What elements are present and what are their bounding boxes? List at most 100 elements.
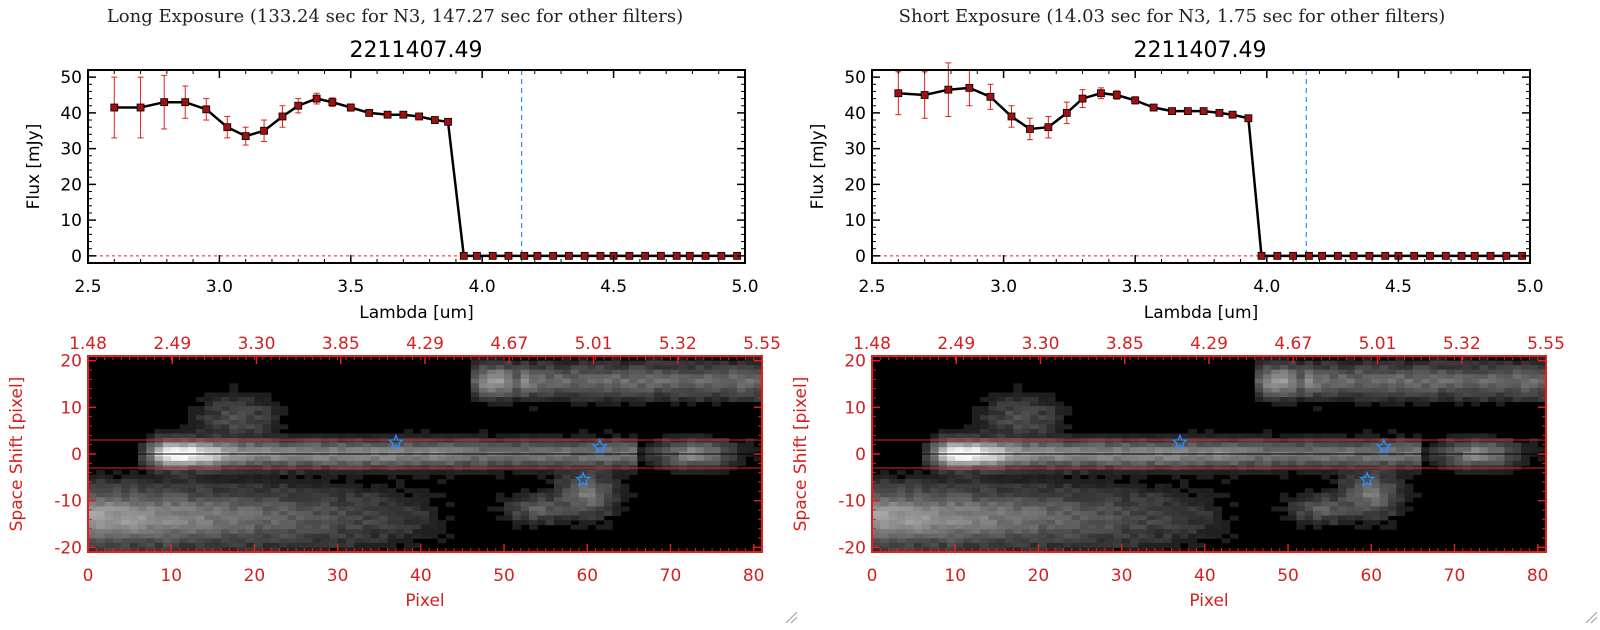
image-pixel (121, 474, 131, 480)
image-pixel (1396, 469, 1406, 476)
image-pixel (872, 497, 881, 503)
image-pixel (988, 510, 998, 517)
image-pixel (1046, 483, 1056, 489)
image-pixel (420, 510, 430, 517)
image-pixel (229, 479, 239, 485)
image-pixel (529, 433, 538, 439)
image-pixel (570, 442, 580, 448)
image-pixel (196, 515, 205, 521)
image-pixel (955, 483, 965, 489)
image-pixel (971, 419, 981, 425)
image-pixel (495, 438, 505, 444)
image-pixel (179, 424, 189, 430)
image-pixel (653, 392, 663, 398)
image-pixel (1263, 374, 1272, 380)
image-pixel (354, 529, 364, 535)
image-pixel (971, 415, 981, 421)
image-pixel (329, 529, 339, 535)
image-pixel (362, 510, 372, 517)
image-pixel (562, 387, 572, 393)
image-pixel (1471, 456, 1480, 462)
image-pixel (1429, 360, 1439, 366)
image-pixel (287, 520, 297, 526)
image-pixel (745, 438, 755, 444)
image-pixel (1263, 378, 1272, 384)
image-pixel (1030, 392, 1039, 398)
image-pixel (1271, 356, 1281, 362)
image-pixel (154, 492, 164, 498)
image-pixel (946, 469, 956, 476)
image-pixel (1154, 460, 1164, 466)
image-pixel (1288, 456, 1297, 462)
image-pixel (1454, 447, 1464, 453)
image-pixel (1429, 442, 1439, 448)
image-pixel (112, 529, 122, 535)
image-pixel (670, 456, 680, 462)
data-point (383, 110, 392, 119)
image-pixel (1279, 383, 1289, 389)
image-pixel (1504, 392, 1514, 398)
image-pixel (137, 492, 147, 498)
image-pixel (595, 442, 605, 448)
image-pixel (487, 456, 497, 462)
image-pixel (1321, 510, 1331, 517)
image-pixel (678, 365, 688, 371)
image-pixel (695, 447, 705, 453)
image-pixel (1254, 438, 1264, 444)
image-pixel (553, 460, 563, 466)
image-pixel (1138, 547, 1148, 553)
image-pixel (1346, 492, 1356, 498)
image-pixel (888, 474, 898, 480)
image-pixel (1304, 510, 1314, 517)
image-pixel (1046, 474, 1056, 480)
image-pixel (387, 542, 397, 548)
image-pixel (512, 492, 522, 498)
image-pixel (1163, 506, 1173, 512)
image-pixel (872, 506, 881, 512)
image-pixel (1429, 460, 1439, 466)
image-pixel (179, 442, 189, 448)
image-pixel (395, 433, 405, 439)
image-pixel (670, 469, 680, 476)
image-pixel (1371, 510, 1381, 517)
data-point (1273, 251, 1282, 260)
image-pixel (1354, 374, 1364, 380)
image-pixel (1329, 456, 1339, 462)
image-pixel (1496, 401, 1505, 407)
image-pixel (578, 397, 588, 403)
image-pixel (1321, 460, 1331, 466)
image-pixel (1096, 520, 1106, 526)
image-pixel (578, 369, 588, 375)
image-pixel (1096, 510, 1106, 517)
image-pixel (1238, 469, 1247, 476)
x-tick-label: 3.5 (337, 277, 364, 297)
image-pixel (703, 469, 713, 476)
image-pixel (221, 410, 230, 416)
image-pixel (187, 410, 197, 416)
image-pixel (121, 510, 131, 517)
image-pixel (1229, 456, 1239, 462)
image-pixel (745, 392, 755, 398)
image-pixel (237, 488, 247, 494)
image-pixel (737, 378, 746, 384)
resize-grip-icon-left[interactable] (784, 610, 798, 624)
image-pixel (1446, 383, 1455, 389)
image-pixel (1487, 456, 1497, 462)
image-pixel (687, 460, 696, 466)
image-pixel (1271, 469, 1281, 476)
image-pixel (1512, 387, 1522, 393)
image-pixel (1387, 387, 1397, 393)
image-pixel (1379, 374, 1389, 380)
image-pixel (104, 483, 114, 489)
image-pixel (737, 374, 746, 380)
image-pixel (146, 529, 156, 535)
data-point (672, 251, 681, 260)
image-pixel (963, 529, 973, 535)
image-pixel (121, 547, 131, 553)
image-pixel (387, 529, 397, 535)
data-point (312, 94, 321, 103)
image-pixel (171, 506, 181, 512)
image-pixel (320, 460, 330, 466)
image-pixel (720, 397, 730, 403)
resize-grip-icon-right[interactable] (1584, 610, 1598, 624)
